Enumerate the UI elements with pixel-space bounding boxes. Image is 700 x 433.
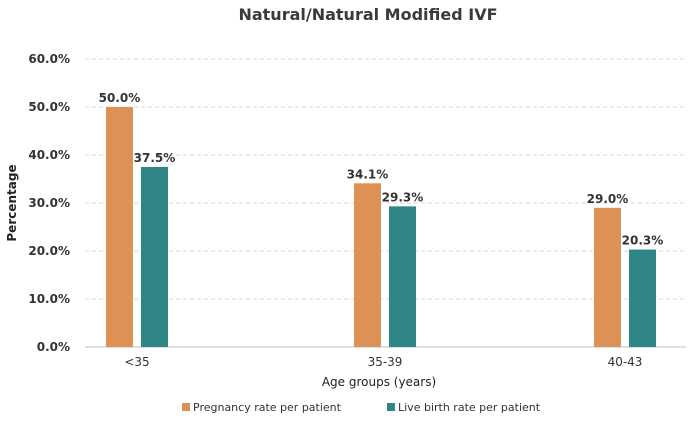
x-axis-ticks: <35 35-39 40-43: [124, 355, 642, 369]
x-tick-label: 35-39: [368, 355, 403, 369]
chart-title: Natural/Natural Modified IVF: [238, 5, 497, 24]
bar-pregnancy-rate: [106, 107, 133, 347]
legend-label: Live birth rate per patient: [398, 401, 541, 414]
x-tick-label: <35: [124, 355, 149, 369]
data-label: 20.3%: [622, 234, 664, 248]
y-tick-label: 60.0%: [28, 52, 70, 66]
y-tick-label: 40.0%: [28, 148, 70, 162]
legend: Pregnancy rate per patient Live birth rat…: [182, 401, 541, 414]
data-label: 37.5%: [134, 151, 176, 165]
x-axis-label: Age groups (years): [322, 375, 436, 389]
data-label: 29.0%: [587, 192, 629, 206]
data-label: 34.1%: [347, 167, 389, 181]
data-labels: 50.0% 37.5% 34.1% 29.3% 29.0% 20.3%: [99, 91, 664, 248]
bar-live-birth-rate: [389, 206, 416, 347]
y-tick-label: 0.0%: [37, 340, 70, 354]
legend-swatch: [387, 403, 395, 411]
y-tick-label: 10.0%: [28, 292, 70, 306]
y-axis-label: Percentage: [5, 164, 19, 241]
legend-swatch: [182, 403, 190, 411]
data-label: 50.0%: [99, 91, 141, 105]
bars: [106, 107, 656, 347]
y-axis-ticks: 0.0% 10.0% 20.0% 30.0% 40.0% 50.0% 60.0%: [28, 52, 70, 354]
grid-lines: [85, 58, 686, 348]
bar-live-birth-rate: [629, 249, 656, 347]
legend-label: Pregnancy rate per patient: [193, 401, 342, 414]
y-tick-label: 50.0%: [28, 100, 70, 114]
y-tick-label: 30.0%: [28, 196, 70, 210]
bar-pregnancy-rate: [594, 207, 621, 347]
x-tick-label: 40-43: [608, 355, 643, 369]
bar-live-birth-rate: [141, 167, 168, 347]
bar-pregnancy-rate: [354, 183, 381, 347]
data-label: 29.3%: [382, 190, 424, 204]
y-tick-label: 20.0%: [28, 244, 70, 258]
